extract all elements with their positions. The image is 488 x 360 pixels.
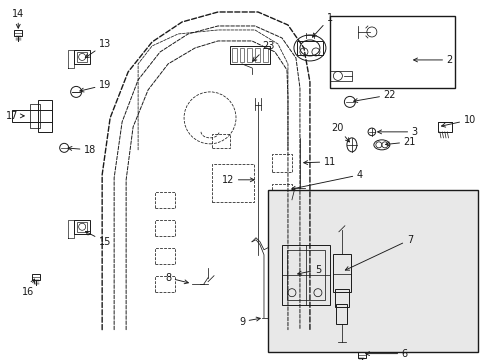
Bar — [155, 276, 175, 292]
Text: 20: 20 — [331, 123, 349, 142]
Bar — [334, 289, 348, 307]
Bar — [437, 122, 451, 132]
Text: 10: 10 — [441, 115, 475, 127]
Bar — [282, 245, 329, 305]
Text: 16: 16 — [22, 279, 35, 297]
Bar — [77, 52, 87, 62]
Bar — [271, 154, 291, 172]
Bar — [77, 222, 87, 232]
Text: 12: 12 — [222, 175, 254, 185]
Text: 14: 14 — [12, 9, 24, 28]
Bar — [212, 164, 253, 202]
Bar — [267, 190, 477, 352]
Bar — [32, 274, 40, 280]
Bar — [155, 220, 175, 236]
Bar — [271, 184, 291, 202]
Bar — [30, 104, 40, 128]
Bar — [239, 48, 244, 62]
Text: 4: 4 — [291, 170, 362, 190]
Bar — [247, 48, 252, 62]
Text: 21: 21 — [385, 137, 415, 147]
Bar — [12, 110, 52, 122]
Text: 9: 9 — [239, 317, 260, 327]
Bar — [332, 254, 350, 292]
Bar — [155, 248, 175, 264]
Bar — [357, 352, 365, 357]
Text: 19: 19 — [80, 80, 111, 92]
Text: 11: 11 — [303, 157, 335, 167]
Text: 13: 13 — [85, 39, 111, 58]
Bar — [231, 48, 236, 62]
Text: 6: 6 — [365, 348, 407, 359]
Text: 5: 5 — [297, 265, 321, 275]
Text: 1: 1 — [312, 13, 332, 37]
Bar — [212, 134, 229, 148]
Bar — [155, 192, 175, 208]
Text: 15: 15 — [85, 231, 111, 247]
Text: 23: 23 — [252, 41, 274, 61]
Bar — [38, 100, 52, 132]
Text: 2: 2 — [413, 55, 452, 65]
Bar — [74, 220, 90, 234]
Text: 22: 22 — [353, 90, 395, 103]
Text: 18: 18 — [68, 145, 96, 155]
Bar — [336, 304, 346, 324]
Bar — [14, 31, 22, 36]
Bar — [329, 16, 454, 88]
Text: 3: 3 — [377, 127, 417, 137]
Bar — [296, 41, 322, 55]
Bar — [286, 250, 324, 300]
Text: 8: 8 — [164, 273, 188, 284]
Text: 17: 17 — [6, 111, 24, 121]
Bar — [329, 71, 351, 81]
Bar — [229, 46, 269, 64]
Text: 7: 7 — [345, 235, 412, 270]
Bar — [263, 48, 268, 62]
Bar — [74, 50, 90, 64]
Bar — [255, 48, 260, 62]
